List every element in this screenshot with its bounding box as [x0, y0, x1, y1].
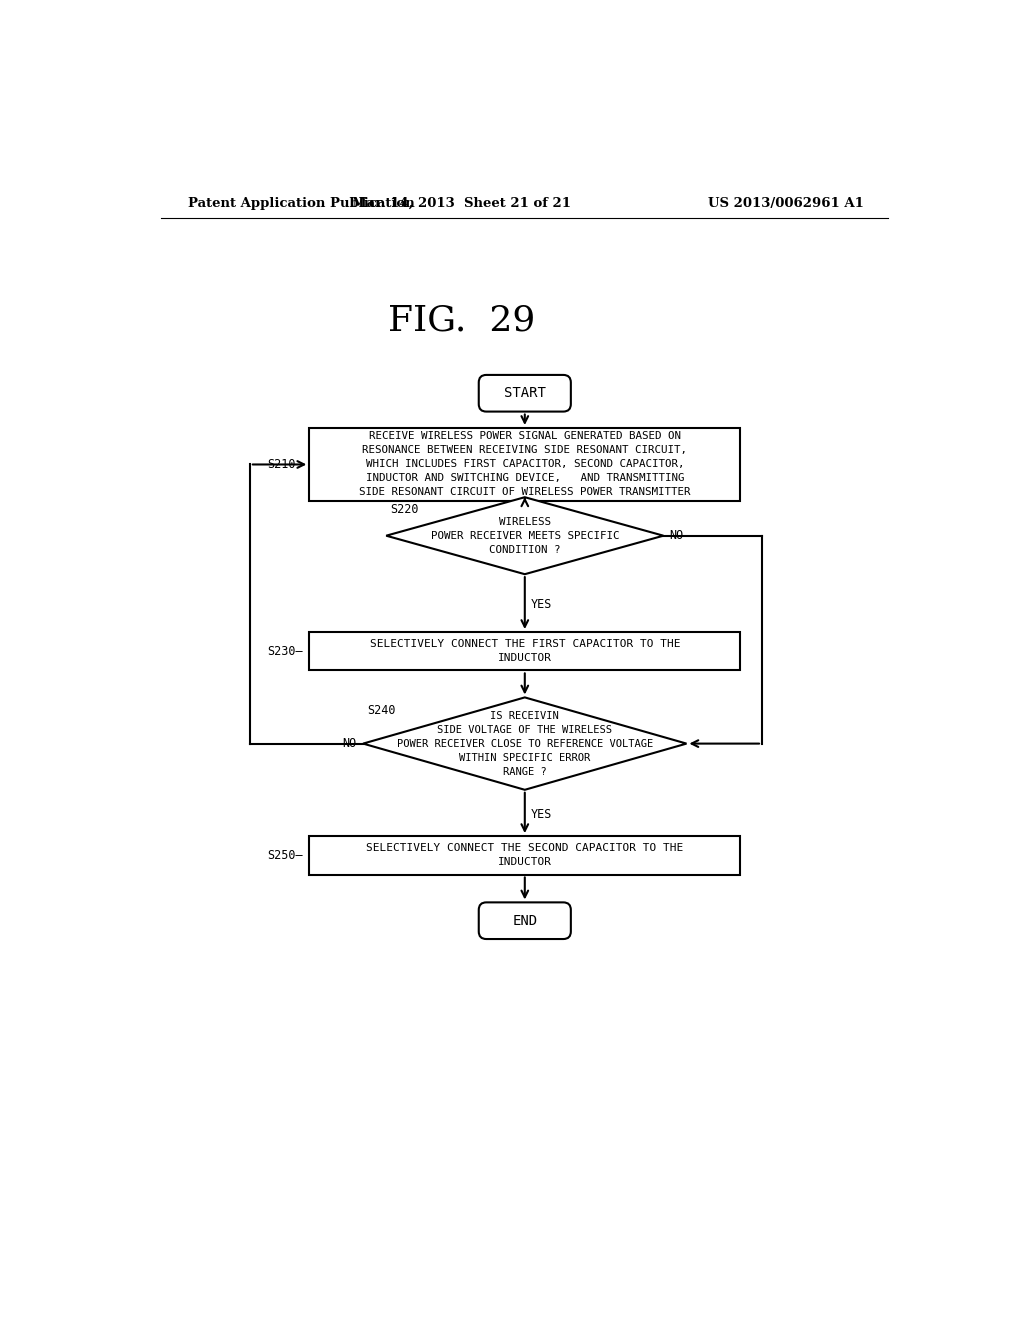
Text: NO: NO — [670, 529, 684, 543]
FancyBboxPatch shape — [479, 375, 570, 412]
Text: WIRELESS
POWER RECEIVER MEETS SPECIFIC
CONDITION ?: WIRELESS POWER RECEIVER MEETS SPECIFIC C… — [430, 516, 620, 554]
Text: FIG.  29: FIG. 29 — [388, 304, 536, 337]
Text: SELECTIVELY CONNECT THE FIRST CAPACITOR TO THE
INDUCTOR: SELECTIVELY CONNECT THE FIRST CAPACITOR … — [370, 639, 680, 663]
Bar — [309, 836, 740, 874]
Text: S230—: S230— — [267, 644, 303, 657]
Text: YES: YES — [531, 598, 552, 611]
Text: S210—: S210— — [267, 458, 303, 471]
Text: S250—: S250— — [267, 849, 303, 862]
Bar — [309, 632, 740, 671]
Text: S220: S220 — [390, 503, 419, 516]
Polygon shape — [386, 498, 664, 574]
Bar — [309, 428, 740, 502]
Text: S240: S240 — [367, 704, 395, 717]
Text: START: START — [504, 387, 546, 400]
Text: END: END — [512, 913, 538, 928]
Text: YES: YES — [531, 808, 552, 821]
Text: RECEIVE WIRELESS POWER SIGNAL GENERATED BASED ON
RESONANCE BETWEEN RECEIVING SID: RECEIVE WIRELESS POWER SIGNAL GENERATED … — [359, 432, 690, 498]
Text: Patent Application Publication: Patent Application Publication — [188, 197, 415, 210]
Polygon shape — [364, 697, 686, 789]
Text: US 2013/0062961 A1: US 2013/0062961 A1 — [708, 197, 864, 210]
Text: NO: NO — [343, 737, 357, 750]
FancyBboxPatch shape — [479, 903, 570, 939]
Text: Mar. 14, 2013  Sheet 21 of 21: Mar. 14, 2013 Sheet 21 of 21 — [352, 197, 571, 210]
Text: SELECTIVELY CONNECT THE SECOND CAPACITOR TO THE
INDUCTOR: SELECTIVELY CONNECT THE SECOND CAPACITOR… — [367, 843, 683, 867]
Text: IS RECEIVIN
SIDE VOLTAGE OF THE WIRELESS
POWER RECEIVER CLOSE TO REFERENCE VOLTA: IS RECEIVIN SIDE VOLTAGE OF THE WIRELESS… — [396, 710, 653, 776]
